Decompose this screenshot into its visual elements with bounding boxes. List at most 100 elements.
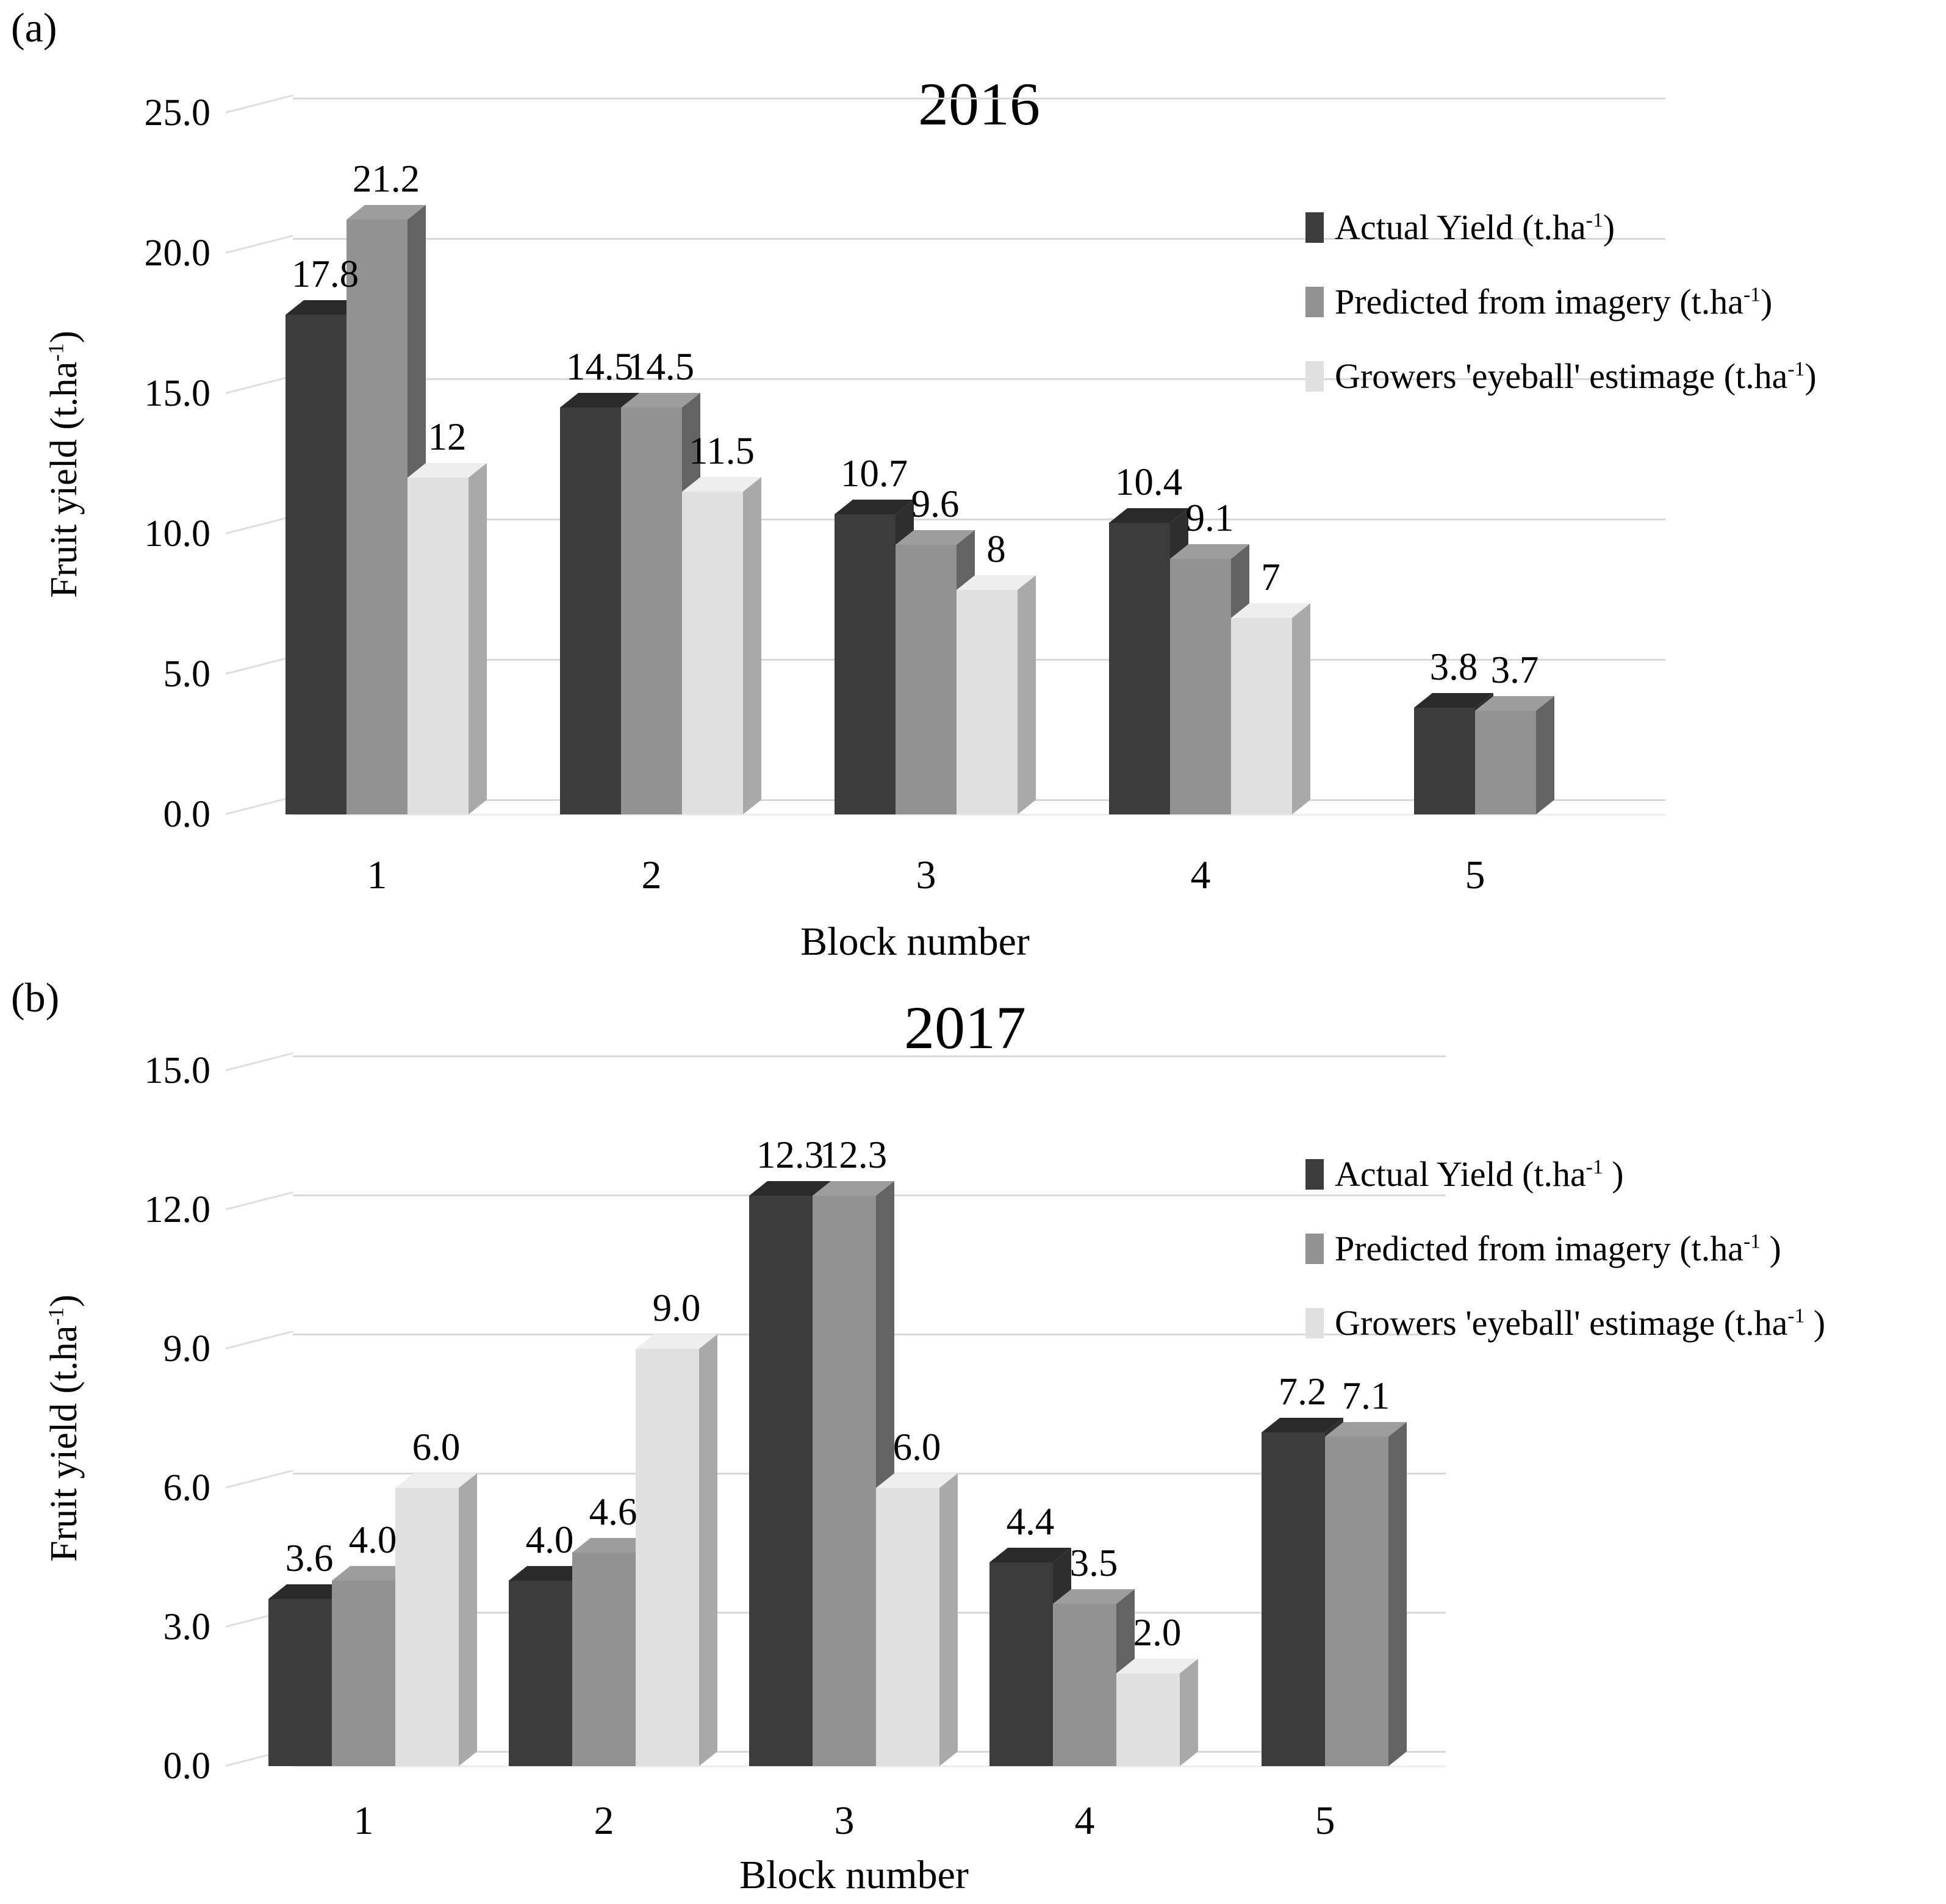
- bar-face-side: [1536, 695, 1554, 814]
- legend-item-predicted: Predicted from imagery (t.ha-1 ): [1305, 1227, 1825, 1270]
- category-label: 2: [641, 853, 662, 897]
- category-label: 4: [1074, 1798, 1095, 1843]
- legend-label-text: Growers 'eyeball' estimage (t.ha: [1335, 356, 1788, 396]
- legend-swatch-icon: [1305, 287, 1324, 317]
- legend-item-actual-yield: Actual Yield (t.ha-1 ): [1305, 1153, 1825, 1196]
- y-tick-label: 0.0: [163, 1745, 211, 1787]
- bar-growers-eyeball: [408, 462, 487, 814]
- bar-value-label: 2.0: [1133, 1611, 1182, 1654]
- bar-predicted-from-imagery: [346, 204, 426, 814]
- legend-label-sup: -1: [1787, 357, 1805, 381]
- bar-growers-eyeball: [876, 1473, 958, 1766]
- bar-value-label: 4.6: [589, 1490, 637, 1533]
- legend-label-sup: -1: [1743, 1230, 1761, 1253]
- bar-face-front: [560, 408, 621, 814]
- plot-area-2016: 25.0 20.0 15.0 10.0 5.0 0.0 1 17.8 21.2 12 2 14.5 14…: [144, 92, 1665, 897]
- bar-value-label: 14.5: [627, 345, 695, 388]
- gridline: [293, 1055, 1446, 1057]
- bar-value-label: 4.0: [525, 1518, 574, 1561]
- gridline-depth-segment: [225, 234, 293, 254]
- bar-value-label: 3.7: [1490, 648, 1539, 691]
- bar-value-label: 9.1: [1185, 497, 1234, 539]
- bar-value-label: 9.0: [652, 1287, 701, 1329]
- bar-face-front: [1475, 711, 1536, 814]
- legend-label-close: ): [1603, 1154, 1624, 1194]
- bar-face-front: [621, 408, 682, 814]
- legend-label: Growers 'eyeball' estimage (t.ha-1 ): [1335, 1302, 1825, 1345]
- bar-value-label: 9.6: [911, 483, 960, 525]
- bar-face-side: [469, 462, 487, 814]
- bar-value-label: 12.3: [819, 1133, 888, 1176]
- bar-face-side: [1292, 603, 1310, 814]
- y-tick-label: 0.0: [163, 794, 211, 835]
- legend-label-text: Actual Yield (t.ha: [1335, 1154, 1586, 1194]
- bar-face-front: [1116, 1673, 1180, 1766]
- legend-label: Actual Yield (t.ha-1 ): [1335, 1153, 1624, 1196]
- legend-item-actual-yield: Actual Yield (t.ha-1): [1305, 206, 1817, 249]
- chart-title-2016: 2016: [918, 70, 1040, 138]
- legend-item-eyeball: Growers 'eyeball' estimage (t.ha-1 ): [1305, 1302, 1825, 1345]
- gridline-depth-segment: [225, 94, 293, 113]
- bar-predicted-from-imagery: [572, 1537, 654, 1766]
- category-label: 4: [1190, 853, 1211, 897]
- bar-face-front: [957, 590, 1018, 814]
- bar-growers-eyeball: [1116, 1658, 1198, 1766]
- panel-label-b: (b): [11, 974, 60, 1021]
- y-tick-label: 20.0: [144, 232, 211, 274]
- bar-face-front: [572, 1553, 636, 1766]
- gridline: [293, 519, 1665, 520]
- legend-label: Growers 'eyeball' estimage (t.ha-1): [1335, 355, 1817, 398]
- legend-label-text: Actual Yield (t.ha: [1335, 207, 1586, 247]
- bar-face-front: [1414, 708, 1475, 814]
- bar-actual-yield: [509, 1565, 591, 1766]
- bar-actual-yield: [268, 1584, 350, 1766]
- category-label: 1: [353, 1798, 374, 1843]
- legend-label: Predicted from imagery (t.ha-1): [1335, 281, 1772, 323]
- bar-value-label: 17.8: [291, 253, 359, 295]
- bar-predicted-from-imagery: [1053, 1589, 1135, 1766]
- plot-area-2017: 15.0 12.0 9.0 6.0 3.0 0.0 1 3.6 4.0 6.0 2 4.0 4.6 9.0…: [0, 970, 1946, 1904]
- bar-face-front: [346, 220, 408, 814]
- bar-face-front: [408, 478, 469, 814]
- bar-value-label: 7.1: [1341, 1374, 1390, 1417]
- bar-face-side: [1018, 575, 1036, 814]
- chart-panel-2017: (b) 2017 Fruit yield (t.ha-1) 15.0 12.0 9.…: [0, 970, 1946, 1904]
- legend-label-close: ): [1804, 356, 1817, 396]
- y-tick-label: 10.0: [144, 513, 211, 555]
- bar-value-label: 8: [986, 528, 1006, 570]
- bar-face-front: [835, 514, 896, 814]
- gridline-depth-segment: [225, 375, 293, 394]
- y-tick-label: 6.0: [163, 1467, 211, 1509]
- bar-face-side: [699, 1334, 717, 1766]
- category-label: 5: [1465, 853, 1485, 897]
- bar-value-label: 11.5: [689, 429, 755, 472]
- bar-face-front: [989, 1562, 1053, 1766]
- category-label: 3: [916, 853, 936, 897]
- gridline-depth-segment: [225, 796, 293, 815]
- bar-growers-eyeball: [1231, 603, 1310, 814]
- gridline: [293, 378, 1665, 380]
- y-tick-label: 25.0: [144, 92, 211, 134]
- bar-value-label: 6.0: [892, 1426, 941, 1468]
- legend-swatch-icon: [1305, 212, 1324, 243]
- legend-2016: Actual Yield (t.ha-1) Predicted from ima…: [1305, 206, 1817, 429]
- bar-value-label: 14.5: [565, 345, 634, 388]
- bar-value-label: 12.3: [756, 1133, 824, 1176]
- legend-label-close: ): [1761, 1229, 1781, 1268]
- bar-face-front: [813, 1196, 876, 1766]
- y-tick-label: 12.0: [144, 1189, 211, 1230]
- gridline-depth-segment: [225, 1052, 293, 1071]
- bar-face-side: [743, 476, 761, 814]
- legend-label-sup: -1: [1585, 1155, 1603, 1179]
- bar-value-label: 7.2: [1278, 1370, 1327, 1413]
- bar-growers-eyeball: [636, 1334, 717, 1766]
- bar-predicted-from-imagery: [1475, 695, 1554, 814]
- legend-label: Predicted from imagery (t.ha-1 ): [1335, 1227, 1781, 1270]
- bar-face-front: [1325, 1437, 1388, 1766]
- legend-2017: Actual Yield (t.ha-1 ) Predicted from im…: [1305, 1153, 1825, 1376]
- bar-value-label: 3.8: [1429, 645, 1478, 688]
- bar-growers-eyeball: [957, 575, 1036, 814]
- bar-face-front: [1262, 1432, 1325, 1766]
- bar-growers-eyeball: [395, 1473, 477, 1766]
